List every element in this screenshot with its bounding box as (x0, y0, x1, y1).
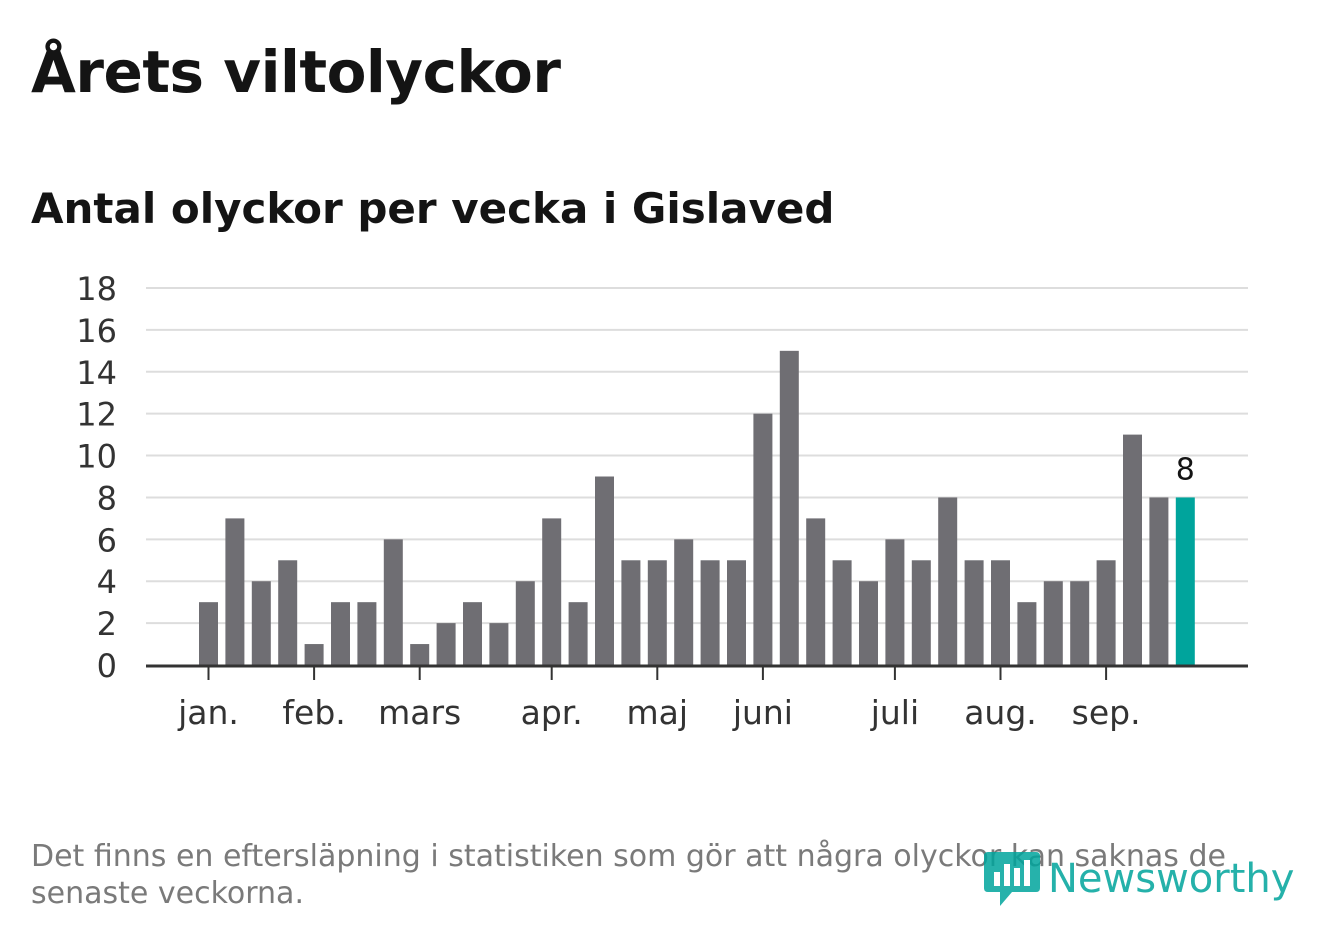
bar-week-14[interactable] (542, 518, 562, 665)
x-tick-label-jan.: jan. (177, 693, 239, 732)
y-tick-label-2: 2 (97, 605, 117, 643)
bar-week-7[interactable] (357, 602, 377, 665)
bar-week-10[interactable] (436, 623, 456, 665)
y-tick-label-8: 8 (97, 479, 117, 517)
annotations: 8 (1176, 452, 1195, 487)
bar-week-8[interactable] (383, 539, 403, 665)
y-tick-label-0: 0 (97, 647, 117, 685)
x-tick-label-feb.: feb. (282, 693, 345, 732)
x-tick-label-apr.: apr. (521, 693, 583, 732)
y-tick-label-4: 4 (97, 563, 117, 601)
x-tick-label-maj: maj (627, 693, 689, 732)
bar-week-27[interactable] (885, 539, 905, 665)
bar-week-34[interactable] (1070, 581, 1090, 665)
logo-text: Newsworthy (1048, 856, 1295, 902)
y-tick-label-16: 16 (76, 312, 117, 350)
bar-week-16[interactable] (595, 476, 614, 666)
y-tick-label-12: 12 (76, 396, 117, 434)
newsworthy-logo[interactable]: Newsworthy (982, 848, 1294, 910)
bar-week-26[interactable] (859, 581, 878, 665)
x-axis (146, 664, 1248, 680)
bar-week-15[interactable] (568, 602, 588, 665)
x-tick-label-mars: mars (378, 693, 461, 732)
chart-title: Årets viltolyckor (31, 38, 561, 106)
y-tick-label-10: 10 (76, 438, 117, 476)
bar-week-21[interactable] (727, 560, 746, 665)
bar-week-17[interactable] (621, 560, 641, 665)
bar-week-30[interactable] (964, 560, 984, 665)
bar-week-33[interactable] (1043, 581, 1063, 665)
bar-week-6[interactable] (331, 602, 350, 665)
chart-bubble-icon (984, 852, 1040, 906)
bar-week-25[interactable] (832, 560, 852, 665)
y-tick-label-18: 18 (76, 270, 117, 308)
bar-week-36[interactable] (1123, 434, 1142, 665)
y-axis-ticks: 0 2 4 6 810 12 14 16 18 (76, 270, 117, 685)
bar-week-20[interactable] (700, 560, 720, 665)
y-tick-label-6: 6 (97, 521, 117, 559)
y-tick-label-14: 14 (76, 354, 117, 392)
bar-week-3[interactable] (251, 581, 271, 665)
bar-week-13[interactable] (515, 581, 535, 665)
bar-week-37[interactable] (1149, 497, 1169, 665)
bar-week-29[interactable] (938, 497, 958, 665)
bar-week-22[interactable] (753, 413, 773, 665)
bar-week-9[interactable] (410, 644, 430, 665)
bar-week-35[interactable] (1096, 560, 1116, 665)
bar-week-38[interactable] (1175, 497, 1195, 665)
bar-week-32[interactable] (1017, 602, 1037, 665)
bar-week-5[interactable] (304, 644, 324, 665)
bar-week-2[interactable] (225, 518, 245, 665)
chart-subtitle: Antal olyckor per vecka i Gislaved (31, 184, 835, 233)
grid-lines (146, 287, 1248, 625)
bar-week-31[interactable] (991, 560, 1010, 665)
x-tick-label-juni: juni (732, 693, 793, 732)
bar-week-19[interactable] (674, 539, 694, 665)
x-axis-labels: jan. feb. mars apr. maj juni juli aug. sep. (177, 693, 1140, 732)
bar-week-11[interactable] (463, 602, 482, 665)
bars (199, 350, 1195, 666)
bar-week-23[interactable] (779, 350, 799, 665)
bar-week-18[interactable] (647, 560, 667, 665)
bar-week-28[interactable] (911, 560, 931, 665)
bar-week-1[interactable] (199, 602, 218, 665)
x-tick-label-aug.: aug. (964, 693, 1037, 732)
bar-week-24[interactable] (806, 518, 826, 665)
bar-week-12[interactable] (489, 623, 509, 665)
highlight-value-label: 8 (1176, 452, 1195, 487)
x-tick-label-juli: juli (870, 693, 919, 732)
bar-week-4[interactable] (278, 560, 298, 665)
x-tick-label-sep.: sep. (1072, 693, 1141, 732)
